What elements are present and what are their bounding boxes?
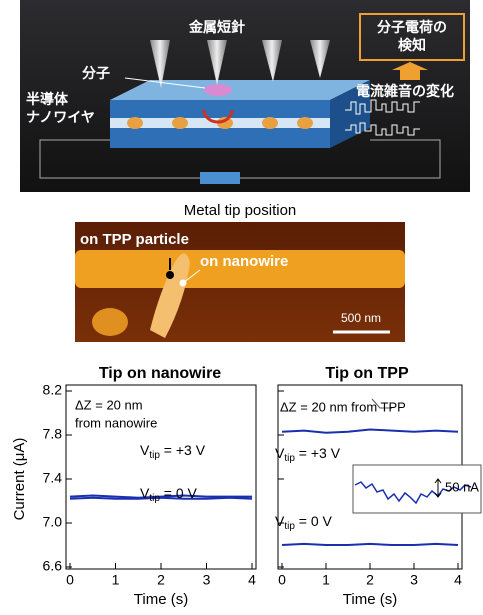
x-axis-label: Time (s) — [134, 591, 188, 608]
annotation-part: tip — [284, 521, 295, 532]
annotation: Vtip = 0 V — [140, 485, 198, 504]
x-tick-label: 2 — [366, 572, 374, 588]
annotation-part: tip — [284, 453, 295, 464]
y-axis-label: Current (μA) — [11, 438, 28, 521]
chart-title: Tip on nanowire — [99, 365, 221, 382]
x-tick-label: 0 — [278, 572, 286, 588]
x-tick-label: 4 — [248, 572, 256, 588]
annotation: Vtip = +3 V — [140, 442, 206, 461]
molecule — [204, 84, 232, 96]
figure: 金属短針 分子電荷の 検知 分子 電流雑音の変化 半導体 ナノワイヤ Metal… — [0, 0, 483, 610]
x-tick-label: 1 — [322, 572, 330, 588]
label: ナノワイヤ — [26, 110, 95, 126]
annotation-part: = 0 V — [160, 485, 198, 501]
blob — [92, 308, 128, 336]
y-tick-label: 6.6 — [43, 558, 63, 574]
label: 検知 — [398, 37, 426, 54]
label: on TPP particle — [80, 231, 189, 248]
x-tick-label: 2 — [157, 572, 165, 588]
x-tick-label: 1 — [112, 572, 120, 588]
x-tick-label: 3 — [410, 572, 418, 588]
afm-image: on TPP particle on nanowire 500 nm — [75, 222, 405, 342]
line — [282, 430, 458, 433]
y-tick-label: 8.2 — [43, 382, 63, 398]
label: on nanowire — [200, 253, 288, 270]
label: 電流雑音の変化 — [356, 83, 454, 100]
source — [200, 172, 240, 184]
annotation: Vtip = 0 V — [275, 513, 333, 532]
y-tick-label: 7.4 — [43, 470, 63, 486]
x-axis-label: Time (s) — [343, 591, 397, 608]
x-tick-label: 3 — [203, 572, 211, 588]
annotation-part: = +3 V — [295, 445, 341, 461]
image-title: Metal tip position — [184, 202, 297, 219]
annotation: 50 nA — [445, 479, 479, 494]
label: 分子 — [82, 66, 110, 82]
annotation-part: = 0 V — [295, 513, 333, 529]
label: 500 nm — [341, 311, 381, 325]
y-tick-label: 7.8 — [43, 426, 63, 442]
x-tick-label: 0 — [66, 572, 74, 588]
line — [282, 544, 458, 545]
annotation-part: = +3 V — [160, 442, 206, 458]
schematic: 金属短針 分子電荷の 検知 分子 電流雑音の変化 半導体 ナノワイヤ — [20, 0, 470, 192]
label: 分子電荷の — [377, 19, 447, 36]
annotation: ΔZ = 20 nm from TPP — [280, 399, 406, 414]
label: 金属短針 — [188, 19, 245, 36]
label: 半導体 — [26, 91, 69, 108]
plot-frame — [66, 385, 256, 569]
y-tick-label: 7.0 — [43, 514, 63, 530]
annotation: ΔZ = 20 nm — [75, 397, 143, 412]
wire-top — [110, 80, 370, 100]
tip-spot — [180, 280, 187, 287]
tip-spot — [166, 271, 174, 279]
annotation-part: tip — [149, 493, 160, 504]
annotation: from nanowire — [75, 415, 157, 430]
x-tick-label: 4 — [454, 572, 462, 588]
chart-title: Tip on TPP — [325, 365, 409, 382]
annotation: Vtip = +3 V — [275, 445, 341, 464]
annotation-part: tip — [149, 450, 160, 461]
